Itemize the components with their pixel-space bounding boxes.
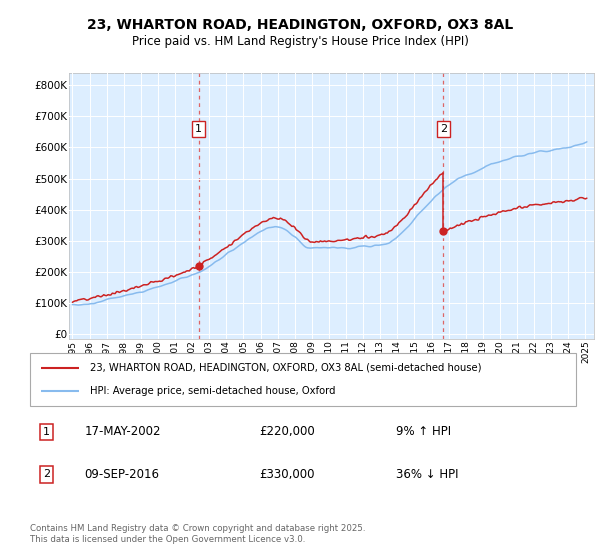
Text: 1: 1: [195, 124, 202, 134]
Text: £330,000: £330,000: [259, 468, 315, 481]
Text: 36% ↓ HPI: 36% ↓ HPI: [396, 468, 458, 481]
Text: 2: 2: [43, 469, 50, 479]
FancyBboxPatch shape: [30, 353, 576, 406]
Text: 1: 1: [43, 427, 50, 437]
Text: Price paid vs. HM Land Registry's House Price Index (HPI): Price paid vs. HM Land Registry's House …: [131, 35, 469, 49]
Text: 2: 2: [440, 124, 447, 134]
Text: 09-SEP-2016: 09-SEP-2016: [85, 468, 160, 481]
Text: 23, WHARTON ROAD, HEADINGTON, OXFORD, OX3 8AL (semi-detached house): 23, WHARTON ROAD, HEADINGTON, OXFORD, OX…: [90, 363, 482, 373]
Text: 17-MAY-2002: 17-MAY-2002: [85, 426, 161, 438]
Text: HPI: Average price, semi-detached house, Oxford: HPI: Average price, semi-detached house,…: [90, 386, 335, 396]
Text: 9% ↑ HPI: 9% ↑ HPI: [396, 426, 451, 438]
Text: 23, WHARTON ROAD, HEADINGTON, OXFORD, OX3 8AL: 23, WHARTON ROAD, HEADINGTON, OXFORD, OX…: [87, 18, 513, 32]
Text: Contains HM Land Registry data © Crown copyright and database right 2025.
This d: Contains HM Land Registry data © Crown c…: [30, 524, 365, 544]
Text: £220,000: £220,000: [259, 426, 315, 438]
